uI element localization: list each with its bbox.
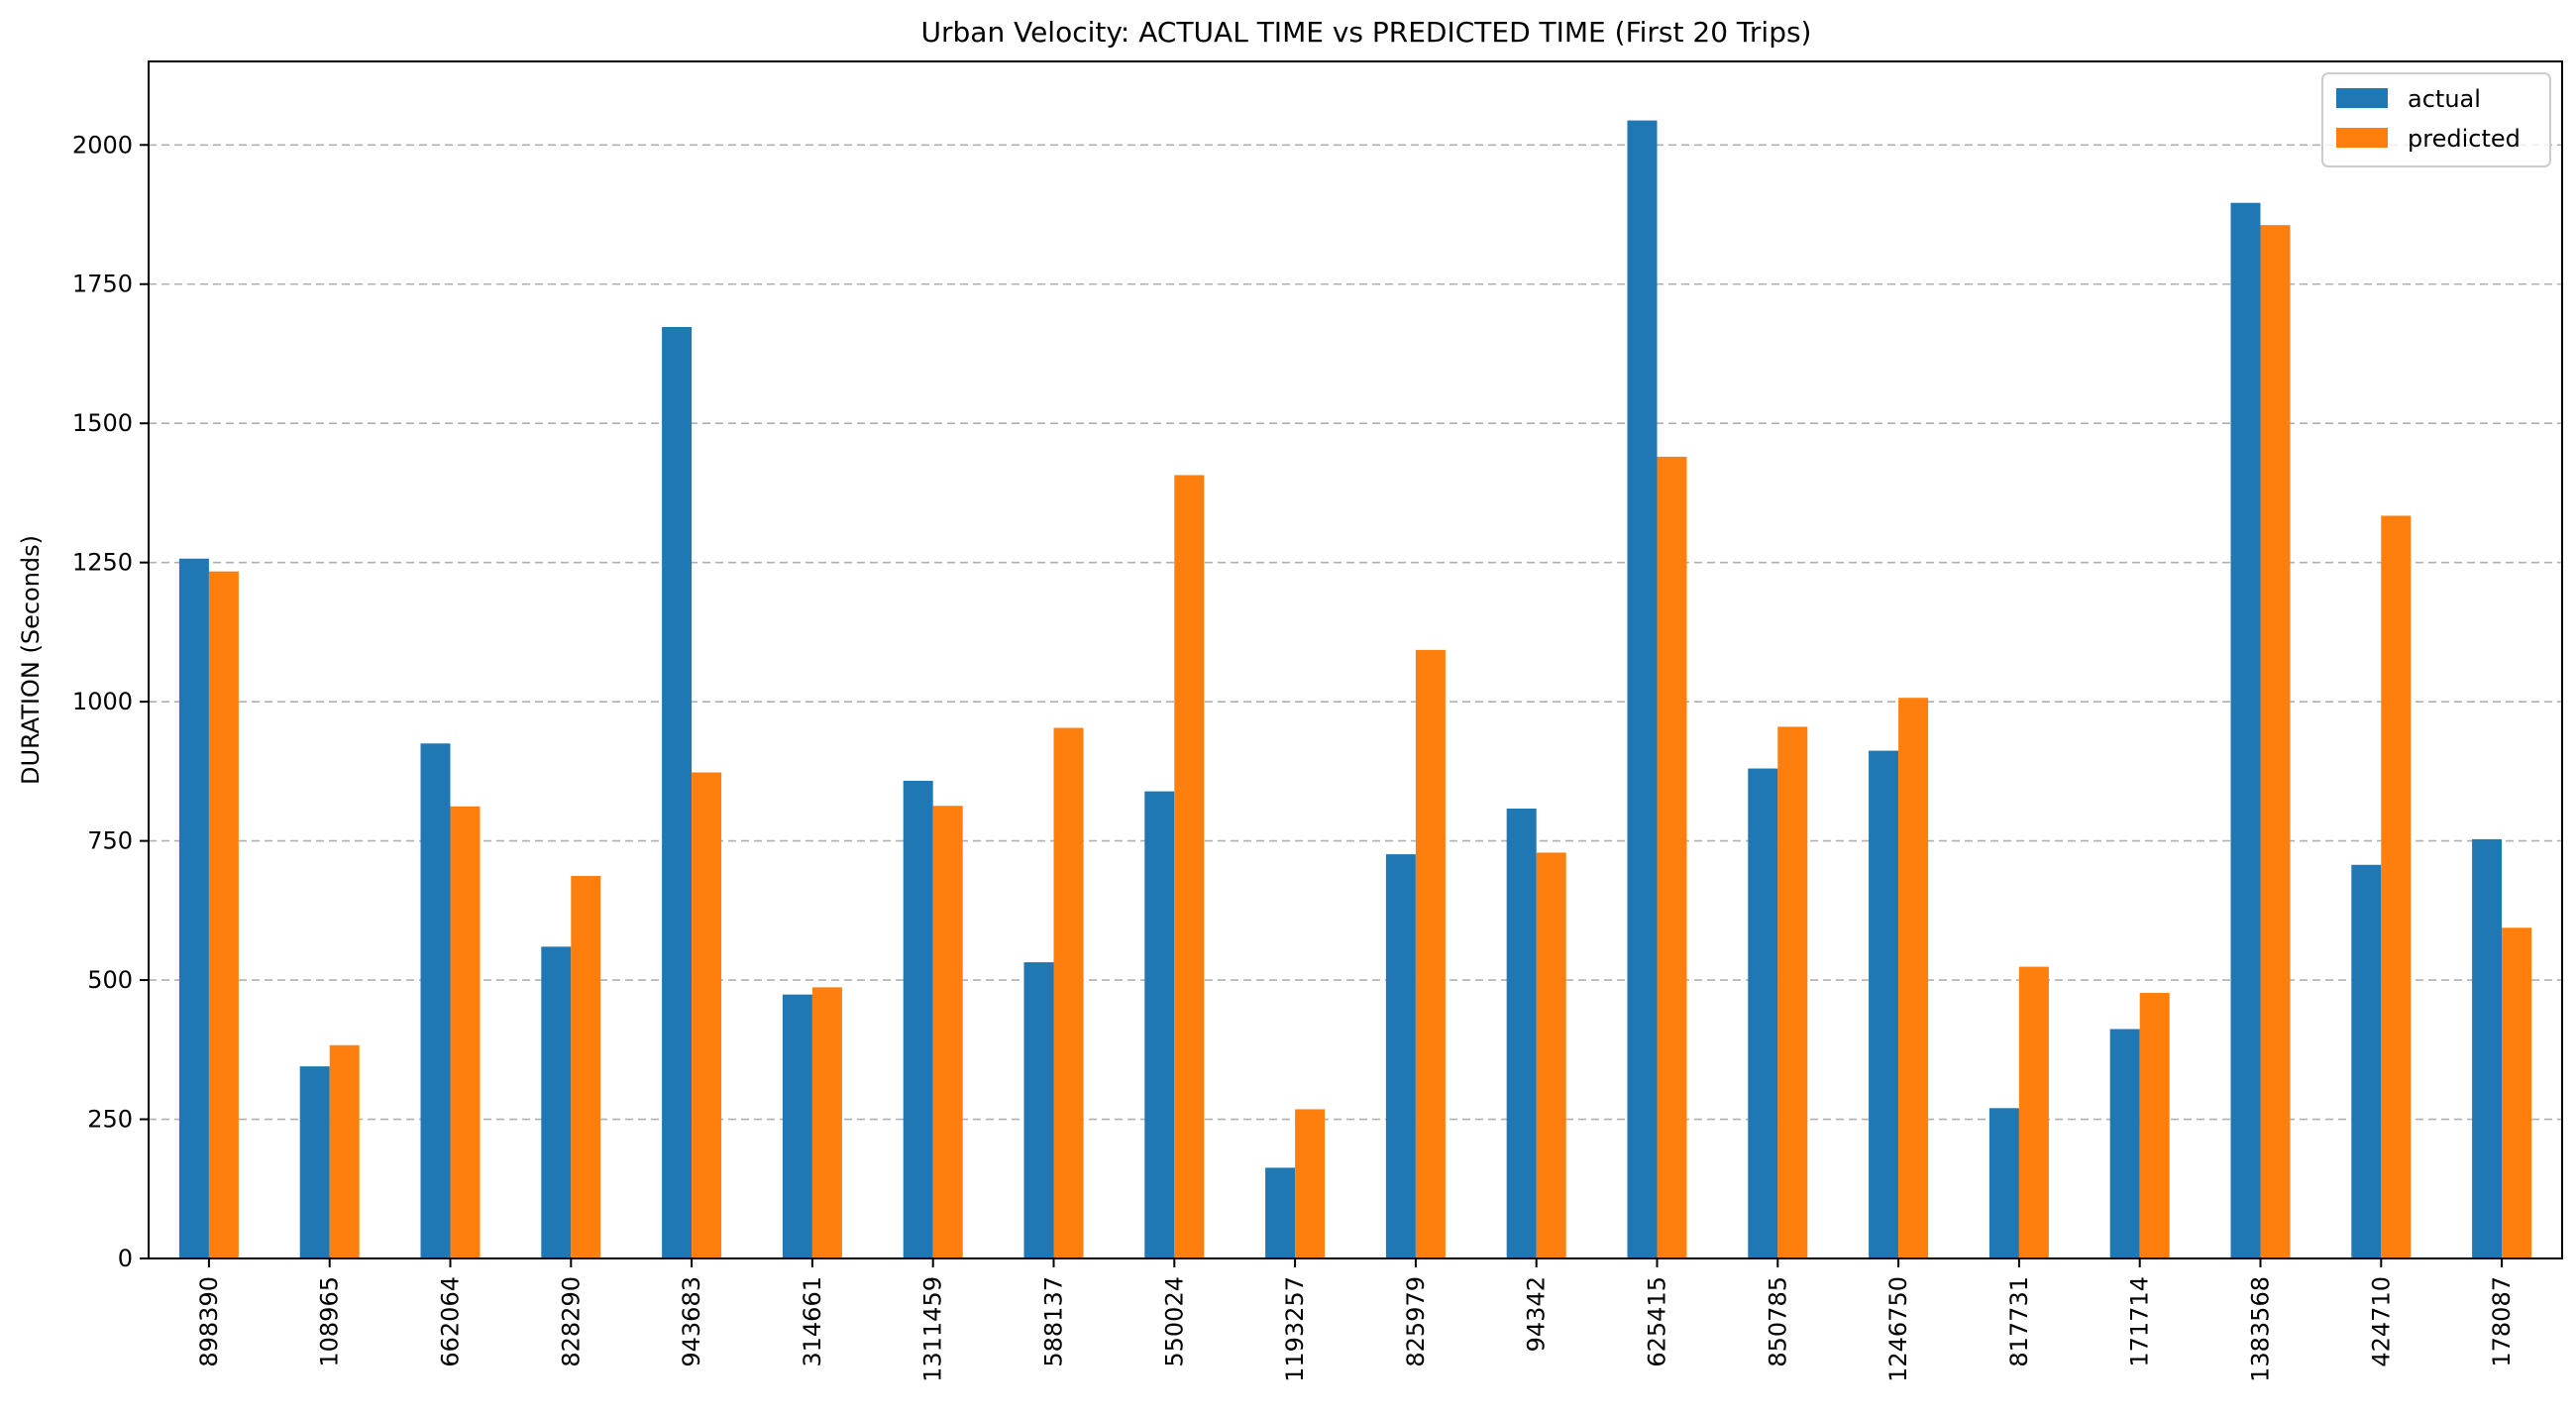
bar-actual-825979	[1385, 854, 1416, 1258]
chart-title: Urban Velocity: ACTUAL TIME vs PREDICTED…	[921, 16, 1812, 49]
bar-predicted-850785	[1777, 726, 1808, 1258]
x-tick-label: 662064	[437, 1276, 465, 1367]
y-tick-label: 1500	[72, 409, 133, 437]
y-tick-label: 1000	[72, 688, 133, 715]
bar-predicted-108965	[329, 1044, 360, 1258]
x-tick-label: 828290	[557, 1276, 585, 1367]
bar-predicted-1193257	[1295, 1109, 1326, 1258]
bar-predicted-817731	[2018, 966, 2049, 1258]
x-tick-label: 171714	[2126, 1276, 2154, 1367]
bar-actual-943683	[662, 327, 693, 1258]
y-tick-label: 0	[118, 1245, 133, 1272]
bar-actual-171714	[2109, 1029, 2140, 1258]
y-tick-label: 1250	[72, 549, 133, 577]
bar-predicted-588137	[1053, 727, 1084, 1258]
bars	[178, 120, 2532, 1259]
x-tick-label: 314661	[799, 1276, 826, 1367]
bar-actual-898390	[178, 558, 209, 1258]
x-tick-label: 825979	[1402, 1276, 1430, 1367]
legend-label-predicted: predicted	[2408, 125, 2521, 153]
y-axis-label: DURATION (Seconds)	[17, 535, 45, 785]
x-tick-label: 898390	[195, 1276, 223, 1367]
bar-predicted-178087	[2502, 927, 2532, 1258]
bar-actual-1311459	[903, 780, 933, 1258]
bar-actual-108965	[299, 1066, 330, 1258]
bar-predicted-314661	[811, 987, 842, 1258]
bar-predicted-662064	[450, 806, 481, 1258]
y-axis: 0 250 500 750 1000 1250 1500 1750 2000	[72, 131, 149, 1272]
bar-predicted-898390	[208, 571, 239, 1258]
plot-frame	[148, 60, 2563, 1259]
bar-actual-662064	[420, 743, 451, 1258]
x-tick-label: 550024	[1160, 1276, 1188, 1367]
legend-label-actual: actual	[2408, 85, 2481, 113]
x-tick-label: 943683	[678, 1276, 705, 1367]
bar-actual-828290	[541, 946, 572, 1258]
bar-predicted-1311459	[932, 806, 963, 1258]
x-axis: 898390 108965 662064 828290 943683 314661 1311…	[195, 1258, 2516, 1382]
bar-actual-625415	[1627, 120, 1658, 1258]
bar-actual-178087	[2472, 838, 2503, 1258]
bar-predicted-1383568	[2260, 225, 2291, 1258]
y-tick-label: 2000	[72, 131, 133, 159]
bar-actual-588137	[1023, 962, 1054, 1258]
bar-predicted-828290	[571, 876, 601, 1258]
legend: actual predicted	[2321, 72, 2551, 167]
x-tick-label: 1383568	[2247, 1276, 2275, 1382]
bar-actual-1383568	[2230, 202, 2261, 1259]
x-tick-label: 625415	[1644, 1276, 1671, 1367]
legend-swatch-predicted	[2336, 128, 2388, 148]
bar-actual-1246750	[1869, 750, 1899, 1258]
x-tick-label: 1246750	[1884, 1276, 1912, 1382]
bar-predicted-825979	[1415, 649, 1446, 1258]
bar-actual-850785	[1748, 768, 1778, 1258]
bar-predicted-1246750	[1898, 698, 1929, 1258]
y-tick-label: 750	[87, 827, 133, 855]
bar-predicted-625415	[1657, 456, 1687, 1259]
bar-predicted-943683	[692, 772, 722, 1258]
y-tick-label: 250	[87, 1106, 133, 1134]
x-tick-label: 1311459	[919, 1276, 947, 1382]
bar-actual-550024	[1144, 791, 1175, 1258]
bar-predicted-171714	[2139, 992, 2170, 1258]
x-tick-label: 817731	[2005, 1276, 2033, 1367]
x-tick-label: 424710	[2367, 1276, 2395, 1367]
bar-predicted-94342	[1536, 852, 1566, 1258]
x-tick-label: 108965	[316, 1276, 344, 1367]
bar-actual-1193257	[1265, 1167, 1296, 1258]
bar-actual-94342	[1506, 809, 1537, 1258]
bar-predicted-424710	[2381, 515, 2412, 1258]
bar-actual-314661	[782, 994, 812, 1258]
x-tick-label: 1193257	[1281, 1276, 1309, 1382]
bar-actual-817731	[1988, 1108, 2019, 1258]
bar-actual-424710	[2351, 864, 2382, 1258]
x-tick-label: 588137	[1040, 1276, 1068, 1367]
y-tick-label: 1750	[72, 271, 133, 298]
y-tick-label: 500	[87, 966, 133, 994]
x-tick-label: 94342	[1523, 1276, 1551, 1352]
x-tick-label: 850785	[1764, 1276, 1791, 1367]
bar-predicted-550024	[1174, 475, 1205, 1259]
x-tick-label: 178087	[2488, 1276, 2516, 1367]
legend-swatch-actual	[2336, 88, 2388, 108]
